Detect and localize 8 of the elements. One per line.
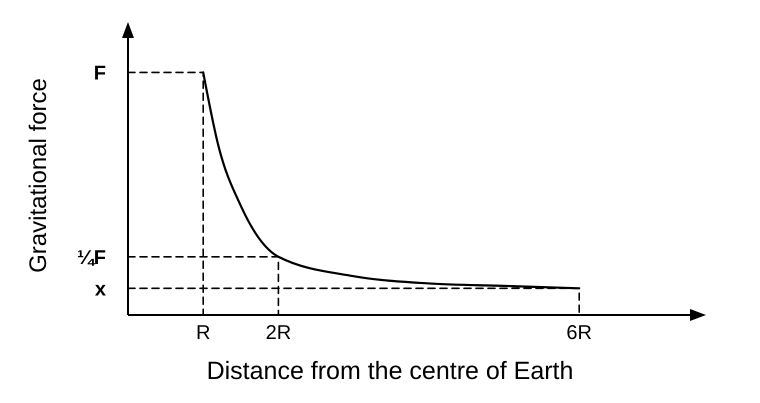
x-tick-label: R (196, 322, 210, 344)
text: F (94, 62, 106, 84)
y-axis-title: Gravitational force (25, 78, 52, 273)
x-axis-title: Distance from the centre of Earth (206, 357, 574, 385)
x-tick-label: 6R (566, 322, 592, 344)
text: x (94, 278, 106, 300)
text: ¼F (77, 246, 106, 269)
x-tick-label: 2R (266, 322, 292, 344)
